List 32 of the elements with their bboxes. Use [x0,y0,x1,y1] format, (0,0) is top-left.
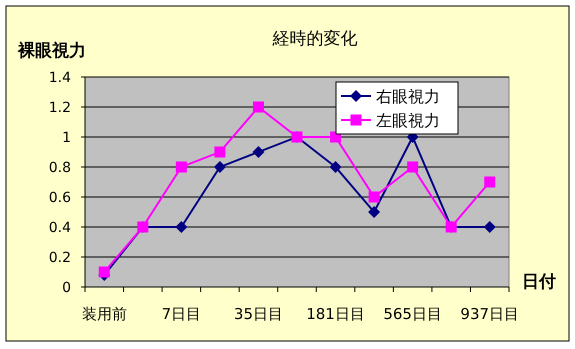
point [175,221,188,233]
point [484,221,496,233]
ylabel: 裸眼視力 [18,41,86,61]
legend-label: 右眼視力 [376,87,440,106]
ytick: 1 [62,130,71,146]
point [484,176,496,188]
point [407,162,418,172]
xtick: 937日目 [460,305,520,323]
point [252,146,264,158]
point [214,161,226,173]
point [368,192,380,202]
ytick: 0 [62,280,71,296]
legend-label: 左眼視力 [376,111,440,130]
point [214,146,226,158]
point [98,266,110,278]
point [330,161,342,173]
ytick: 0.4 [48,220,71,236]
xtick: 装用前 [82,305,127,323]
xtick: 565日目 [383,305,442,323]
point [252,102,264,112]
point [176,162,187,172]
ytick: 0.8 [48,160,71,176]
ytick: 0.6 [48,190,71,206]
ytick: 1.4 [48,70,71,86]
xtick: 7日目 [162,305,202,323]
xtick: 35日目 [234,305,283,323]
ytick: 0.2 [48,250,71,266]
point [368,206,380,218]
xtick: 181日目 [306,305,365,323]
ytick: 1.2 [48,100,71,116]
title: 経時的変化 [272,29,358,49]
xlabel: 日付 [522,272,556,292]
